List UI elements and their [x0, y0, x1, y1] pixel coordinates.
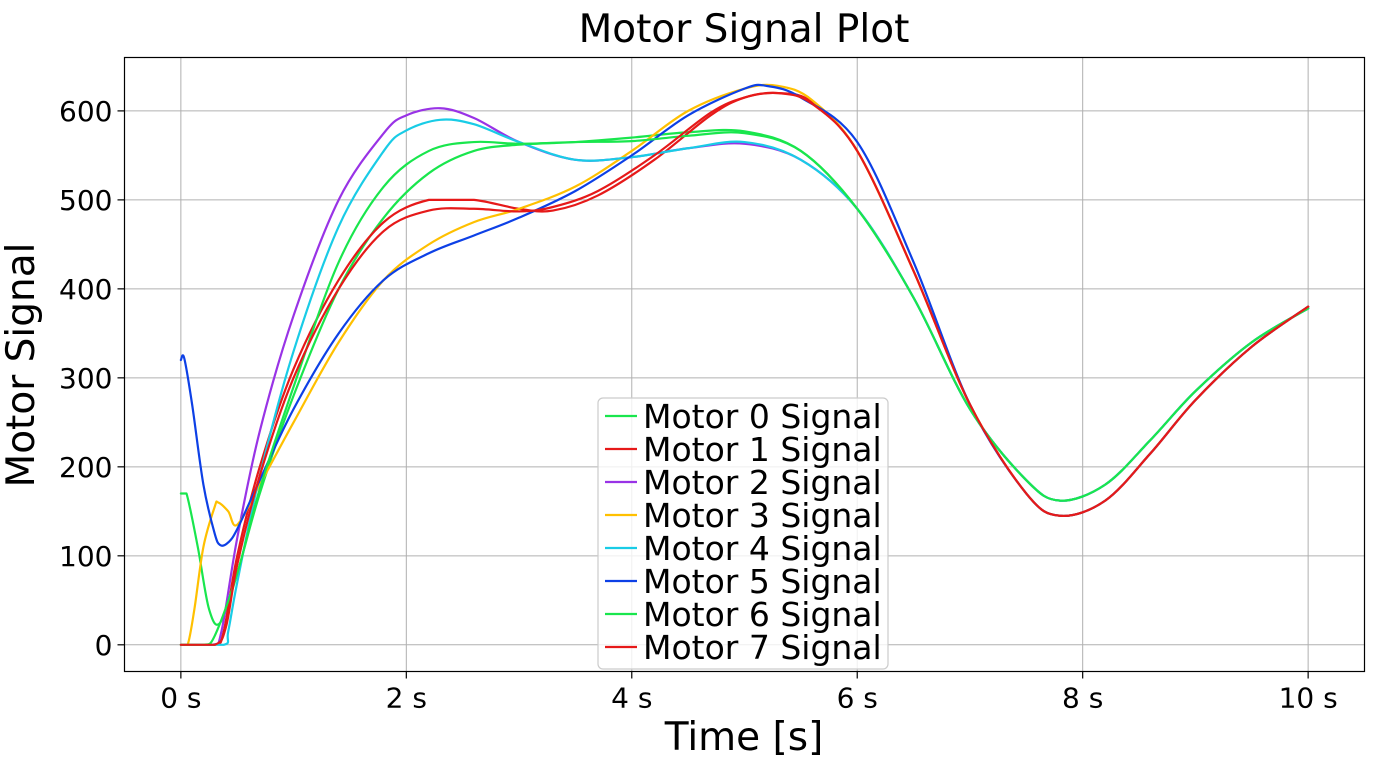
x-tick-label: 4 s [611, 682, 652, 715]
y-tick-label: 500 [59, 184, 112, 217]
x-tick-label: 0 s [160, 682, 201, 715]
x-tick-label: 10 s [1279, 682, 1338, 715]
legend-label-motor-1: Motor 1 Signal [643, 430, 882, 469]
y-axis-label: Motor Signal [0, 243, 44, 488]
legend-label-motor-2: Motor 2 Signal [643, 463, 882, 502]
x-tick-label: 8 s [1062, 682, 1103, 715]
legend-label-motor-0: Motor 0 Signal [643, 397, 882, 436]
y-tick-label: 100 [59, 540, 112, 573]
series-line-motor-7 [179, 91, 1310, 646]
x-tick-label: 6 s [837, 682, 878, 715]
y-tick-label: 300 [59, 362, 112, 395]
legend-label-motor-7: Motor 7 Signal [643, 628, 882, 667]
legend-label-motor-3: Motor 3 Signal [643, 496, 882, 535]
legend-label-motor-5: Motor 5 Signal [643, 562, 882, 601]
y-tick-label: 400 [59, 273, 112, 306]
legend-label-motor-4: Motor 4 Signal [643, 529, 882, 568]
chart-title: Motor Signal Plot [579, 7, 910, 52]
plot-area-frame [123, 56, 1366, 673]
grid-lines [124, 57, 1365, 672]
y-tick-label: 0 [95, 629, 113, 662]
x-tick-label: 2 s [386, 682, 427, 715]
y-tick-label: 200 [59, 451, 112, 484]
legend-label-motor-6: Motor 6 Signal [643, 595, 882, 634]
axis-ticks: 0 s 2 s 4 s 6 s 8 s 10 s 0 100 200 300 400 500 600 [59, 95, 1338, 715]
series-line-motor-6 [179, 131, 1310, 646]
y-tick-label: 600 [59, 95, 112, 128]
series-lines [179, 83, 1310, 646]
legend-frame [597, 397, 889, 670]
x-axis-label: Time [s] [664, 715, 824, 760]
